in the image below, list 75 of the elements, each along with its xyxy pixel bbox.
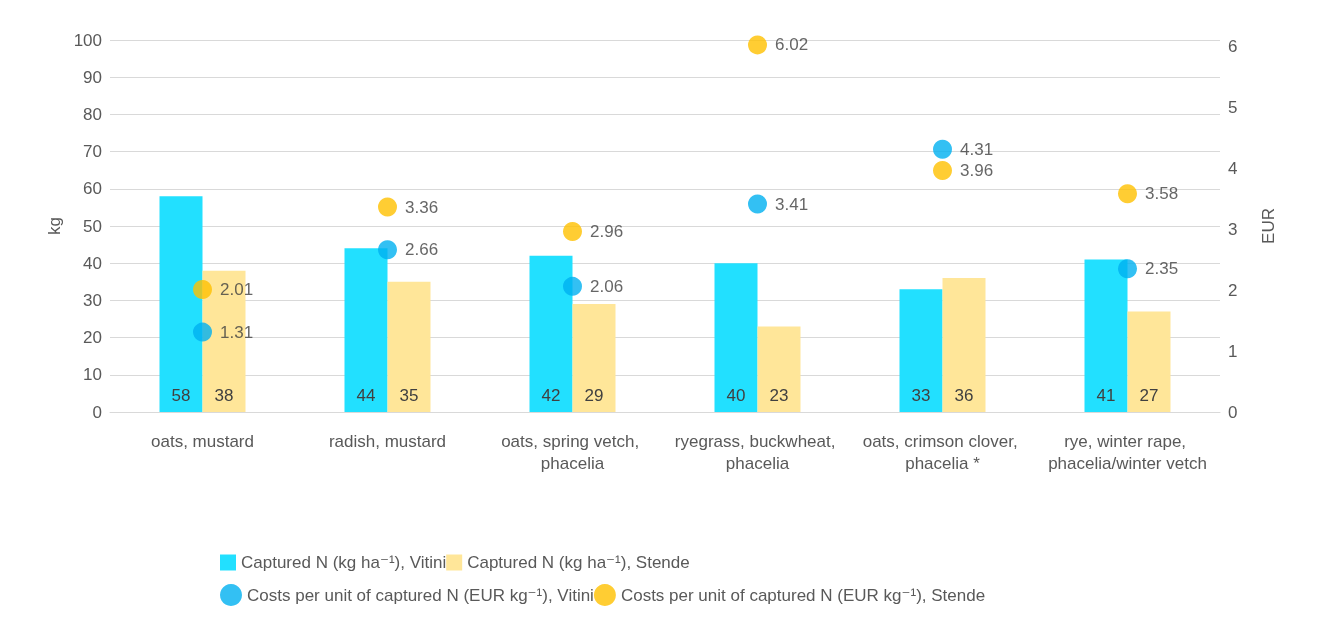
- y-tick-label: 40: [83, 253, 102, 273]
- point: [193, 322, 212, 342]
- data-label: 3.36: [405, 197, 439, 217]
- bar: [159, 196, 203, 412]
- data-label: 38: [214, 386, 234, 405]
- data-label: 4.31: [960, 139, 994, 159]
- bar: [899, 289, 943, 412]
- data-label: 27: [1139, 386, 1159, 405]
- data-label: 3.41: [775, 194, 809, 214]
- bar: [572, 304, 616, 412]
- bar: [387, 281, 431, 412]
- y2-tick-label: 2: [1228, 280, 1238, 300]
- y2-tick-label: 6: [1228, 36, 1238, 56]
- y2-tick-label: 1: [1228, 341, 1238, 361]
- data-label: 3.96: [960, 161, 994, 180]
- y-tick-label: 100: [73, 30, 102, 50]
- data-label: 44: [356, 386, 376, 405]
- data-label: 3.58: [1145, 184, 1179, 204]
- data-label: 2.66: [405, 240, 439, 260]
- point: [563, 276, 582, 296]
- y-tick-label: 80: [83, 104, 102, 124]
- y-tick-label: 60: [83, 179, 102, 199]
- legend-label: Captured N (kg ha⁻¹), Stende: [467, 553, 690, 572]
- data-label: 58: [171, 386, 191, 405]
- y-tick-label: 0: [92, 402, 102, 422]
- y-tick-label: 30: [83, 290, 102, 310]
- point: [933, 161, 952, 180]
- bar: [757, 326, 801, 412]
- bar: [714, 263, 758, 412]
- y2-tick-label: 5: [1228, 97, 1238, 117]
- data-label: 2.35: [1145, 259, 1179, 279]
- data-label: 2.06: [590, 276, 624, 296]
- point: [933, 139, 952, 159]
- data-label: 41: [1096, 386, 1116, 405]
- point: [378, 197, 397, 217]
- y-axis-title: kg: [44, 217, 64, 235]
- data-label: 42: [541, 386, 561, 405]
- x-tick-label: ryegrass, buckwheat, phacelia: [674, 431, 841, 473]
- legend-label: Costs per unit of captured N (EUR kg⁻¹), Vitini: [247, 585, 594, 605]
- bar: [344, 248, 388, 412]
- point: [1118, 184, 1137, 204]
- data-label: 23: [769, 386, 789, 405]
- y-tick-label: 20: [83, 328, 102, 348]
- y2-axis-title: EUR: [1259, 208, 1278, 244]
- point: [748, 194, 767, 214]
- data-label: 33: [911, 386, 931, 405]
- data-label: 6.02: [775, 35, 809, 55]
- y2-tick-label: 0: [1228, 402, 1238, 422]
- data-label: 35: [399, 386, 419, 405]
- bar: [1084, 259, 1128, 412]
- point: [193, 279, 212, 299]
- y-tick-label: 90: [83, 67, 102, 87]
- bar: [1127, 311, 1171, 412]
- point: [748, 35, 767, 55]
- legend-label: Costs per unit of captured N (EUR kg⁻¹), Stende: [620, 585, 986, 605]
- legend-label: Captured N (kg ha⁻¹), Vitini: [241, 553, 447, 572]
- point: [378, 240, 397, 260]
- data-label: 36: [954, 386, 974, 405]
- y2-tick-label: 4: [1228, 158, 1238, 178]
- data-label: 40: [726, 386, 746, 405]
- point: [563, 221, 582, 241]
- x-tick-label: oats, spring vetch, phacelia: [501, 431, 644, 473]
- data-label: 2.96: [590, 221, 624, 241]
- x-tick-label: radish, mustard: [328, 431, 447, 451]
- y-tick-label: 70: [83, 142, 102, 162]
- point: [1118, 259, 1137, 279]
- y-tick-label: 50: [83, 216, 102, 236]
- x-tick-label: oats, mustard: [151, 431, 254, 451]
- x-tick-label: rye, winter rape, phacelia/winter vetch: [1048, 431, 1207, 473]
- y2-tick-label: 3: [1228, 219, 1238, 239]
- x-tick-label: oats, crimson clover, phacelia *: [862, 431, 1023, 473]
- data-label: 29: [584, 386, 604, 405]
- y-tick-label: 10: [83, 365, 102, 385]
- bar: [529, 255, 573, 412]
- bar: [942, 278, 986, 412]
